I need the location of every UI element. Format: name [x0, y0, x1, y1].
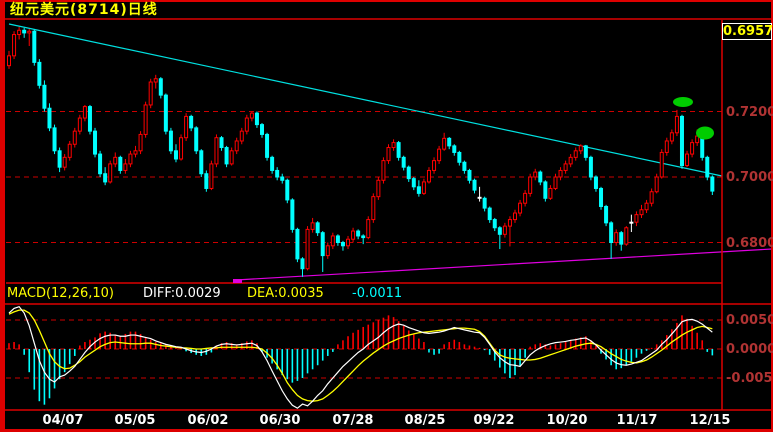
macd-header: MACD(12,26,10) DIFF:0.0029 DEA:0.0035 -0…	[0, 286, 722, 302]
macd-axis-label: 0.0050	[726, 313, 773, 328]
macd-indicator-label[interactable]: MACD(12,26,10)	[7, 286, 115, 301]
x-axis-date-label: 05/05	[114, 413, 156, 428]
macd-diff-value: DIFF:0.0029	[143, 286, 221, 301]
x-axis-date-label: 08/25	[404, 413, 446, 428]
x-axis-date-label: 06/30	[259, 413, 301, 428]
price-axis-label: 0.6800	[726, 235, 773, 251]
x-axis-date-label: 07/28	[332, 413, 374, 428]
macd-axis-label: 0.0000	[726, 342, 773, 357]
x-axis-date-label: 12/15	[689, 413, 731, 428]
x-axis-date-label: 11/17	[616, 413, 658, 428]
x-axis-date-label: 09/22	[473, 413, 515, 428]
price-axis-label: 0.7000	[726, 170, 773, 185]
last-price-badge: 0.6957	[722, 23, 773, 40]
x-axis-date-label: 04/07	[42, 413, 84, 428]
macd-hist-value: -0.0011	[352, 286, 403, 301]
price-axis-label: 0.7200	[726, 104, 773, 120]
window-title: 纽元美元(8714)日线	[10, 2, 158, 18]
x-axis-date-label: 06/02	[187, 413, 229, 428]
macd-dea-value: DEA:0.0035	[247, 286, 324, 301]
x-axis-date-label: 10/20	[546, 413, 588, 428]
macd-axis-label: -0.0050	[726, 371, 773, 386]
